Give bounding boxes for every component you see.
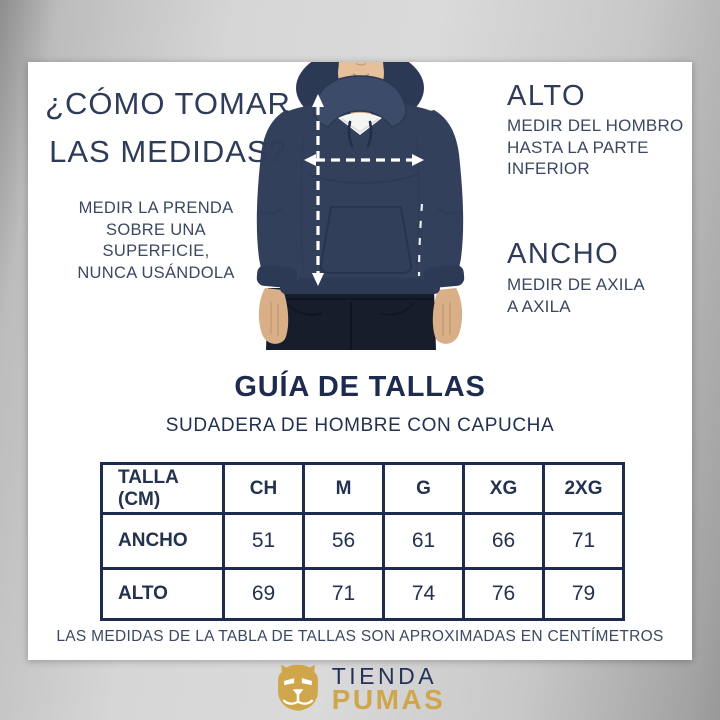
size-table-header-m: M [302, 462, 385, 515]
size-table: TALLA (CM) CH M G XG 2XG ANCHO 51 56 61 … [100, 462, 625, 621]
alto-desc-line: HASTA LA PARTE [507, 137, 649, 157]
row-label-ancho: ANCHO [100, 512, 225, 570]
alto-value-xg: 76 [462, 567, 545, 621]
size-table-header-ch: CH [222, 462, 305, 515]
how-to-measure-title-line2: LAS MEDIDAS? [49, 134, 287, 169]
alto-heading: ALTO [507, 80, 587, 112]
hoodie-sleeves [256, 110, 465, 289]
size-table-header-g: G [382, 462, 465, 515]
horizontal-dashed-measure-arrow [304, 154, 424, 166]
ancho-desc-line: A AXILA [507, 296, 571, 316]
model-hands [258, 288, 463, 344]
hood-drawstrings [347, 120, 373, 148]
how-to-measure-title-line1: ¿CÓMO TOMAR [45, 86, 291, 121]
ancho-heading: ANCHO [507, 238, 620, 270]
ancho-description: MEDIR DE AXILA A AXILA [507, 274, 697, 317]
ancho-desc-line: MEDIR DE AXILA [507, 275, 645, 294]
alto-value-g: 74 [382, 567, 465, 621]
size-table-row-alto: ALTO 69 71 74 76 79 [100, 567, 625, 621]
alto-value-ch: 69 [222, 567, 305, 621]
ancho-value-2xg: 71 [542, 512, 625, 570]
alto-desc-line: INFERIOR [507, 159, 590, 178]
ancho-value-g: 61 [382, 512, 465, 570]
note-line: SOBRE UNA [106, 220, 206, 239]
row-label-alto: ALTO [100, 567, 225, 621]
size-table-header-xg: XG [462, 462, 545, 515]
size-table-header-2xg: 2XG [542, 462, 625, 515]
tshirt-collar [338, 112, 382, 135]
size-guide-card: ¿CÓMO TOMAR LAS MEDIDAS? MEDIR LA PRENDA… [28, 48, 692, 660]
hoodie-model-illustration [256, 48, 465, 350]
vertical-dashed-measure-arrow [312, 94, 324, 286]
note-line: MEDIR LA PRENDA [78, 199, 234, 217]
brand-word-pumas: PUMAS [331, 684, 446, 715]
alto-value-m: 71 [302, 567, 385, 621]
brand-word-tienda: TIENDA [331, 663, 438, 689]
how-to-measure-note: MEDIR LA PRENDA SOBRE UNA SUPERFICIE, NU… [48, 198, 264, 284]
size-guide-title: GUÍA DE TALLAS [234, 371, 486, 403]
ancho-value-xg: 66 [462, 512, 545, 570]
hood-collar [313, 75, 407, 128]
hoodie-model-photo [238, 48, 503, 350]
alto-value-2xg: 79 [542, 567, 625, 621]
hem-ribbing [280, 278, 440, 294]
note-line: SUPERFICIE, [102, 242, 210, 260]
jeans [266, 288, 436, 350]
alto-desc-line: MEDIR DEL HOMBRO [507, 116, 684, 135]
brand-wordmark: TIENDA PUMAS [331, 662, 446, 715]
note-line: NUNCA USÁNDOLA [77, 263, 235, 282]
size-table-header-talla: TALLA (CM) [100, 462, 225, 515]
brand-logo: TIENDA PUMAS [0, 662, 720, 720]
puma-head-icon [277, 664, 318, 711]
kangaroo-pocket [319, 206, 413, 274]
size-table-header-row: TALLA (CM) CH M G XG 2XG [100, 462, 625, 515]
size-guide-subtitle: SUDADERA DE HOMBRE CON CAPUCHA [165, 415, 555, 436]
ancho-value-m: 56 [302, 512, 385, 570]
disclaimer-text: LAS MEDIDAS DE LA TABLA DE TALLAS SON AP… [56, 628, 664, 645]
how-to-measure-title: ¿CÓMO TOMAR LAS MEDIDAS? [34, 80, 302, 176]
ancho-value-ch: 51 [222, 512, 305, 570]
alto-description: MEDIR DEL HOMBRO HASTA LA PARTE INFERIOR [507, 115, 697, 180]
size-table-row-ancho: ANCHO 51 56 61 66 71 [100, 512, 625, 570]
